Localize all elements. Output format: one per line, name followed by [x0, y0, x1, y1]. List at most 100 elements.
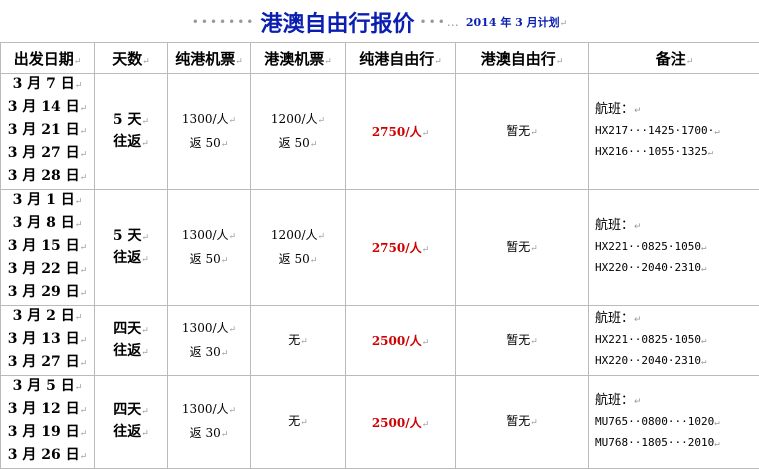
cell-line: 3 月 28 日: [1, 166, 94, 189]
hk-ticket-cell[interactable]: 1300/人返 50: [168, 74, 251, 190]
cell-line: 返 50: [251, 248, 345, 272]
flight-label: 航班：: [595, 100, 759, 121]
cell-line: 返 50: [168, 132, 250, 156]
document-title: ••••••• 港澳自由行报价 •••… 2014 年 3 月计划: [0, 0, 759, 42]
table-row: 3 月 2 日3 月 13 日3 月 27 日四天往返1300/人返 30无25…: [1, 306, 759, 376]
title-dots-left: •••••••: [192, 15, 256, 29]
cell-line: HX220··2040·2310: [595, 351, 759, 372]
column-header: 天数: [95, 43, 168, 74]
cell-line: 往返: [95, 132, 167, 154]
cell-line: 5 天: [95, 226, 167, 248]
days-cell[interactable]: 四天往返: [95, 376, 168, 469]
availability-text: 暂无: [456, 329, 588, 353]
cell-line: 返 30: [168, 422, 250, 446]
cell-line: 3 月 27 日: [1, 352, 94, 375]
cell-line: 3 月 29 日: [1, 282, 94, 305]
flight-label: 航班：: [595, 216, 759, 237]
cell-line: 1300/人: [168, 224, 250, 248]
cell-line: 3 月 12 日: [1, 399, 94, 422]
cell-line: 返 50: [168, 248, 250, 272]
column-header: 纯港机票: [168, 43, 251, 74]
cell-line: 返 50: [251, 132, 345, 156]
column-header: 出发日期: [1, 43, 95, 74]
title-subtitle: 2014 年 3 月计划: [466, 16, 567, 29]
cell-line: 往返: [95, 422, 167, 444]
hkmo-free-travel-cell[interactable]: 暂无: [456, 190, 589, 306]
days-cell[interactable]: 5 天往返: [95, 74, 168, 190]
hk-ticket-cell[interactable]: 1300/人返 30: [168, 376, 251, 469]
table-row: 3 月 7 日3 月 14 日3 月 21 日3 月 27 日3 月 28 日5…: [1, 74, 759, 190]
cell-line: HX217···1425·1700·: [595, 121, 759, 142]
cell-line: HX220··2040·2310: [595, 258, 759, 279]
price-text: 2500/人: [346, 414, 455, 431]
cell-line: 3 月 15 日: [1, 236, 94, 259]
hkmo-ticket-cell[interactable]: 无: [251, 376, 346, 469]
cell-line: 3 月 7 日: [1, 74, 94, 97]
days-cell[interactable]: 5 天往返: [95, 190, 168, 306]
remarks-cell[interactable]: 航班：HX221··0825·1050HX220··2040·2310: [589, 306, 759, 376]
column-header: 港澳自由行: [456, 43, 589, 74]
cell-line: 往返: [95, 341, 167, 363]
cell-line: 3 月 22 日: [1, 259, 94, 282]
availability-text: 暂无: [456, 410, 588, 434]
flight-label: 航班：: [595, 309, 759, 330]
hkmo-free-travel-cell[interactable]: 暂无: [456, 306, 589, 376]
cell-line: 往返: [95, 248, 167, 270]
hk-free-travel-cell[interactable]: 2750/人: [346, 190, 456, 306]
days-cell[interactable]: 四天往返: [95, 306, 168, 376]
title-dots-right: •••…: [420, 15, 461, 29]
column-header: 纯港自由行: [346, 43, 456, 74]
cell-line: 1300/人: [168, 108, 250, 132]
hkmo-ticket-cell[interactable]: 无: [251, 306, 346, 376]
hk-free-travel-cell[interactable]: 2500/人: [346, 376, 456, 469]
price-text: 2750/人: [346, 239, 455, 256]
cell-line: 1200/人: [251, 108, 345, 132]
table-row: 3 月 5 日3 月 12 日3 月 19 日3 月 26 日四天往返1300/…: [1, 376, 759, 469]
cell-line: 5 天: [95, 110, 167, 132]
column-header: 备注: [589, 43, 759, 74]
cell-line: 四天: [95, 319, 167, 341]
availability-text: 暂无: [456, 120, 588, 144]
cell-line: 无: [251, 329, 345, 353]
cell-line: 3 月 27 日: [1, 143, 94, 166]
cell-line: 3 月 13 日: [1, 329, 94, 352]
remarks-cell[interactable]: 航班：HX221··0825·1050HX220··2040·2310: [589, 190, 759, 306]
cell-line: 1300/人: [168, 317, 250, 341]
cell-line: 3 月 14 日: [1, 97, 94, 120]
availability-text: 暂无: [456, 236, 588, 260]
cell-line: HX221··0825·1050: [595, 237, 759, 258]
cell-line: 1300/人: [168, 398, 250, 422]
flight-label: 航班：: [595, 391, 759, 412]
cell-line: 3 月 2 日: [1, 306, 94, 329]
departure-dates-cell[interactable]: 3 月 1 日3 月 8 日3 月 15 日3 月 22 日3 月 29 日: [1, 190, 95, 306]
cell-line: 1200/人: [251, 224, 345, 248]
table-row: 3 月 1 日3 月 8 日3 月 15 日3 月 22 日3 月 29 日5 …: [1, 190, 759, 306]
title-text: 港澳自由行报价: [260, 11, 414, 37]
price-text: 2500/人: [346, 332, 455, 349]
remarks-cell[interactable]: 航班：HX217···1425·1700·HX216···1055·1325: [589, 74, 759, 190]
hkmo-ticket-cell[interactable]: 1200/人返 50: [251, 74, 346, 190]
hkmo-ticket-cell[interactable]: 1200/人返 50: [251, 190, 346, 306]
cell-line: 3 月 26 日: [1, 445, 94, 468]
cell-line: 3 月 1 日: [1, 190, 94, 213]
departure-dates-cell[interactable]: 3 月 7 日3 月 14 日3 月 21 日3 月 27 日3 月 28 日: [1, 74, 95, 190]
departure-dates-cell[interactable]: 3 月 5 日3 月 12 日3 月 19 日3 月 26 日: [1, 376, 95, 469]
hkmo-free-travel-cell[interactable]: 暂无: [456, 74, 589, 190]
cell-line: HX221··0825·1050: [595, 330, 759, 351]
cell-line: 3 月 5 日: [1, 376, 94, 399]
hk-free-travel-cell[interactable]: 2750/人: [346, 74, 456, 190]
cell-line: MU768··1805···2010: [595, 433, 759, 454]
cell-line: 返 30: [168, 341, 250, 365]
remarks-cell[interactable]: 航班：MU765··0800···1020MU768··1805···2010: [589, 376, 759, 469]
hk-ticket-cell[interactable]: 1300/人返 30: [168, 306, 251, 376]
column-header: 港澳机票: [251, 43, 346, 74]
hkmo-free-travel-cell[interactable]: 暂无: [456, 376, 589, 469]
price-table: 出发日期天数纯港机票港澳机票纯港自由行港澳自由行备注 3 月 7 日3 月 14…: [0, 42, 759, 469]
cell-line: 无: [251, 410, 345, 434]
cell-line: HX216···1055·1325: [595, 142, 759, 163]
price-text: 2750/人: [346, 123, 455, 140]
cell-line: 3 月 8 日: [1, 213, 94, 236]
hk-free-travel-cell[interactable]: 2500/人: [346, 306, 456, 376]
departure-dates-cell[interactable]: 3 月 2 日3 月 13 日3 月 27 日: [1, 306, 95, 376]
hk-ticket-cell[interactable]: 1300/人返 50: [168, 190, 251, 306]
